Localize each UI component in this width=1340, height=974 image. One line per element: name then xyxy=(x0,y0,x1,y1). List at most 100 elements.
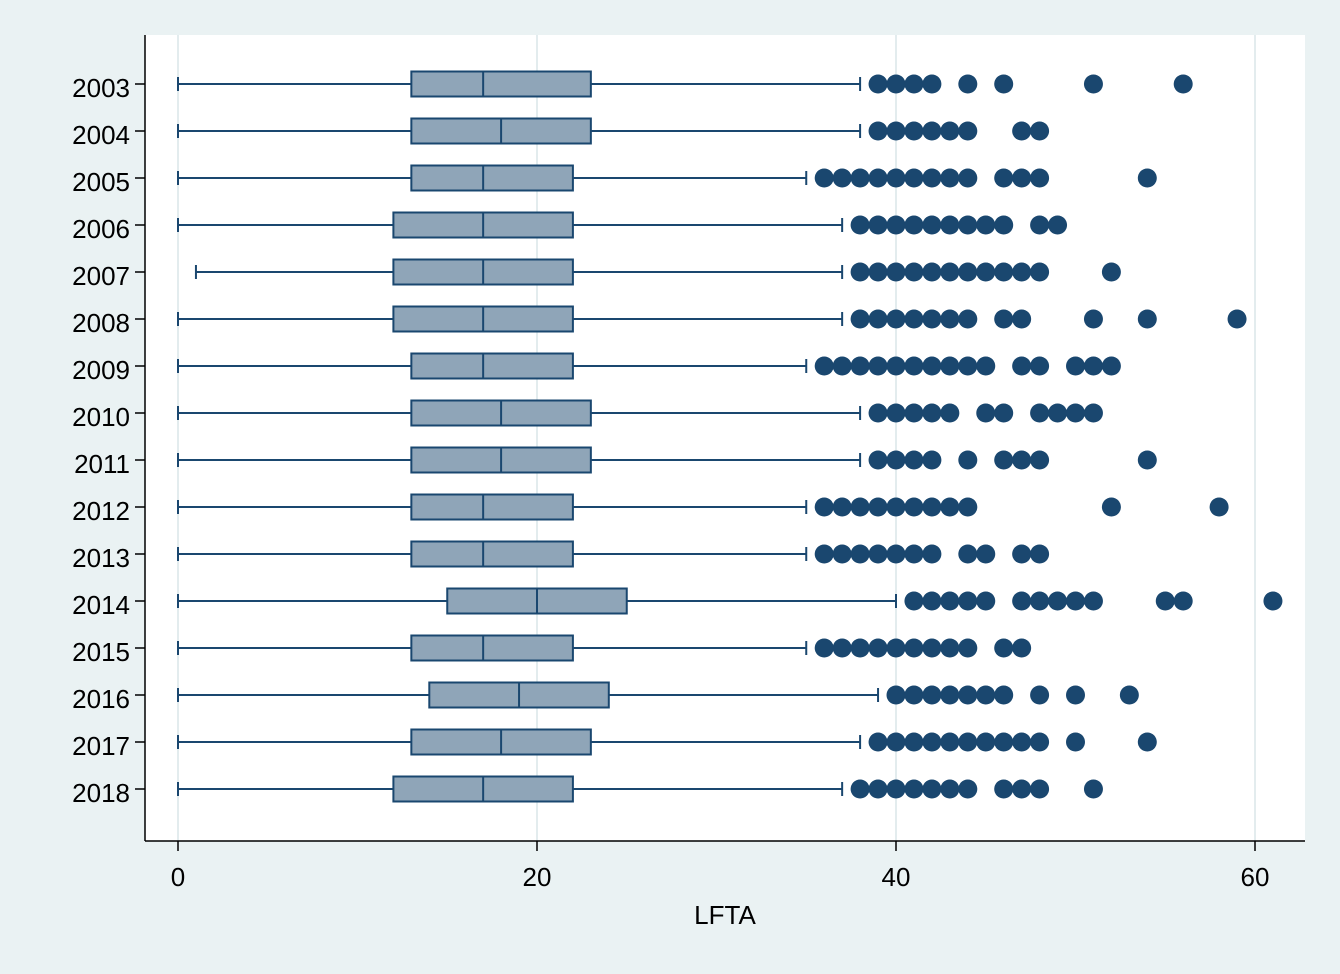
outlier-point xyxy=(850,638,870,658)
outlier-point xyxy=(886,74,906,94)
y-tick-label: 2017 xyxy=(72,731,130,761)
outlier-point xyxy=(958,309,978,329)
outlier-point xyxy=(886,497,906,517)
outlier-point xyxy=(940,732,960,752)
outlier-point xyxy=(868,638,888,658)
outlier-point xyxy=(940,309,960,329)
outlier-point xyxy=(904,74,924,94)
outlier-point xyxy=(886,262,906,282)
outlier-point xyxy=(904,685,924,705)
outlier-point xyxy=(958,497,978,517)
outlier-point xyxy=(1048,591,1068,611)
outlier-point xyxy=(1048,403,1068,423)
outlier-point xyxy=(1030,779,1050,799)
outlier-point xyxy=(886,309,906,329)
outlier-point xyxy=(976,685,996,705)
outlier-point xyxy=(940,779,960,799)
outlier-point xyxy=(1030,732,1050,752)
iqr-box xyxy=(410,540,574,568)
x-tick-label: 40 xyxy=(882,862,911,892)
outlier-point xyxy=(1030,685,1050,705)
outlier-point xyxy=(940,121,960,141)
x-axis-title: LFTA xyxy=(694,900,756,930)
outlier-point xyxy=(958,591,978,611)
y-tick-label: 2018 xyxy=(72,778,130,808)
outlier-point xyxy=(1137,309,1157,329)
outlier-point xyxy=(904,121,924,141)
outlier-point xyxy=(976,356,996,376)
outlier-point xyxy=(904,262,924,282)
outlier-point xyxy=(1066,591,1085,611)
y-tick-label: 2005 xyxy=(72,167,130,197)
outlier-point xyxy=(886,779,906,799)
outlier-point xyxy=(1030,121,1050,141)
outlier-point xyxy=(922,309,942,329)
outlier-point xyxy=(868,215,888,235)
outlier-point xyxy=(1030,356,1050,376)
iqr-box xyxy=(410,164,574,192)
outlier-point xyxy=(868,450,888,470)
outlier-point xyxy=(994,779,1014,799)
outlier-point xyxy=(886,356,906,376)
y-tick-label: 2016 xyxy=(72,684,130,714)
box-2016 xyxy=(177,681,880,709)
outlier-point xyxy=(976,732,996,752)
outlier-point xyxy=(1101,262,1121,282)
box-2005 xyxy=(177,164,808,192)
outlier-point xyxy=(832,356,852,376)
outlier-point xyxy=(1012,309,1032,329)
outlier-point xyxy=(1119,685,1139,705)
outlier-point xyxy=(922,638,942,658)
outlier-point xyxy=(940,638,960,658)
box-2018 xyxy=(177,775,844,803)
outlier-point xyxy=(886,638,906,658)
outlier-point xyxy=(958,685,978,705)
outlier-point xyxy=(868,544,888,564)
outlier-point xyxy=(922,262,942,282)
outlier-point xyxy=(904,779,924,799)
outlier-point xyxy=(1030,450,1050,470)
outlier-point xyxy=(850,779,870,799)
iqr-box xyxy=(410,493,574,521)
outlier-point xyxy=(976,262,996,282)
outlier-point xyxy=(1012,591,1032,611)
outlier-point xyxy=(1030,403,1050,423)
iqr-box xyxy=(410,634,574,662)
outlier-point xyxy=(958,121,978,141)
outlier-point xyxy=(958,638,978,658)
outlier-point xyxy=(904,168,924,188)
y-tick-label: 2006 xyxy=(72,214,130,244)
outlier-point xyxy=(904,638,924,658)
outlier-point xyxy=(886,215,906,235)
outlier-point xyxy=(1083,403,1103,423)
outlier-point xyxy=(958,544,978,564)
outlier-point xyxy=(958,215,978,235)
y-tick-label: 2009 xyxy=(72,355,130,385)
outlier-point xyxy=(886,121,906,141)
outlier-point xyxy=(940,403,960,423)
outlier-point xyxy=(1083,309,1103,329)
outlier-point xyxy=(940,497,960,517)
outlier-point xyxy=(994,638,1014,658)
outlier-point xyxy=(868,779,888,799)
y-tick-label: 2004 xyxy=(72,120,130,150)
outlier-point xyxy=(904,450,924,470)
outlier-point xyxy=(994,215,1014,235)
outlier-point xyxy=(868,309,888,329)
outlier-point xyxy=(922,732,942,752)
outlier-point xyxy=(1066,403,1085,423)
outlier-point xyxy=(994,450,1014,470)
box-2015 xyxy=(177,634,808,662)
box-2003 xyxy=(177,70,862,98)
outlier-point xyxy=(994,685,1014,705)
outlier-point xyxy=(1066,732,1085,752)
outlier-point xyxy=(868,732,888,752)
plot-area xyxy=(145,35,1305,841)
outlier-point xyxy=(922,779,942,799)
outlier-point xyxy=(922,356,942,376)
outlier-point xyxy=(922,215,942,235)
outlier-point xyxy=(994,74,1014,94)
x-tick-label: 0 xyxy=(171,862,185,892)
outlier-point xyxy=(832,544,852,564)
